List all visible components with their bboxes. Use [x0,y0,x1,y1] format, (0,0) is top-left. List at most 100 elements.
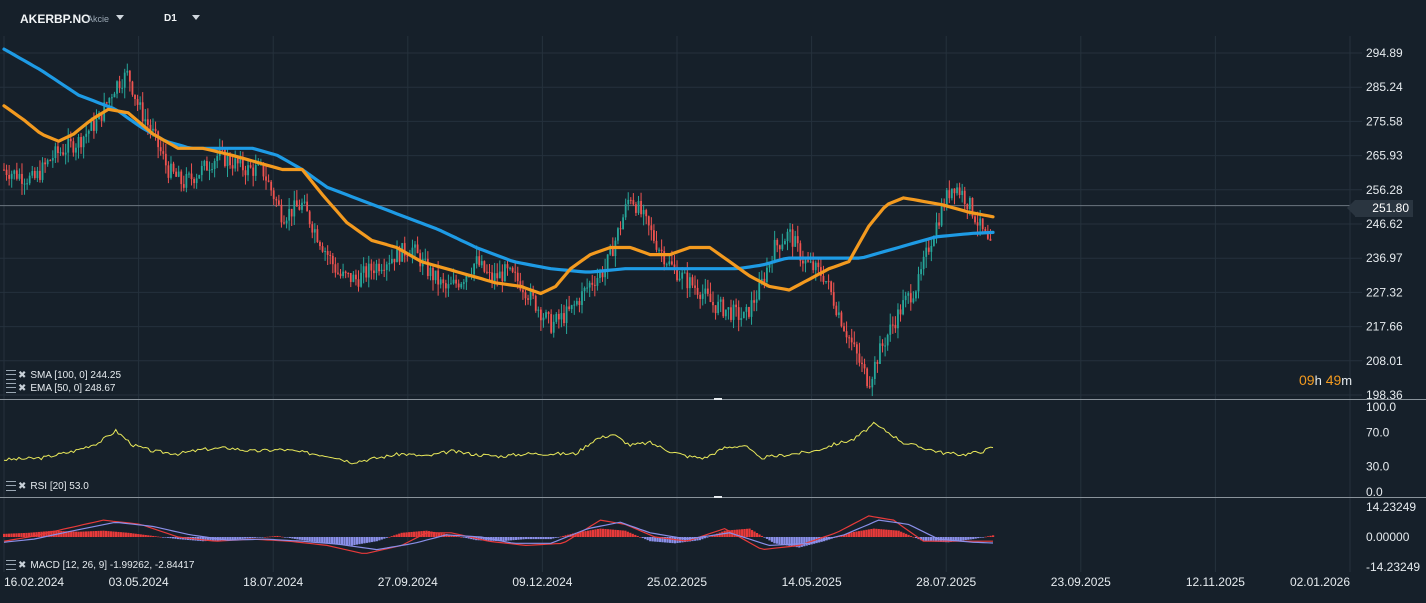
candle-body [154,128,157,132]
macd-histogram-bar [696,537,699,541]
candle-body [242,157,244,171]
candle-body [897,309,899,329]
macd-histogram-bar [97,530,100,537]
settings-icon[interactable] [6,383,16,394]
macd-histogram-bar [114,531,118,537]
macd-histogram[interactable] [3,528,995,548]
symbol-dropdown-chevron-down-icon[interactable] [116,15,124,20]
ema-line[interactable] [2,104,995,296]
price-axis-label: 208.01 [1366,354,1403,368]
candle-body [933,238,935,246]
candle-body [568,306,571,310]
candle-body [773,239,776,263]
timeframe-dropdown-chevron-down-icon[interactable] [192,15,200,20]
candle-body [732,304,735,320]
macd-histogram-bar [591,529,595,537]
candle-body [82,136,85,148]
price-axis-label: 227.32 [1366,285,1403,299]
candle-body [596,277,599,286]
macd-histogram-bar [60,530,63,537]
symbol-name[interactable]: AKERBP.NO [20,12,91,26]
macd-histogram-bar [992,535,995,537]
candle-body [565,306,568,324]
pane-resize-handle[interactable] [714,398,722,400]
close-icon[interactable]: ✖ [18,560,27,571]
settings-icon[interactable] [6,560,16,571]
macd-histogram-bar [880,529,883,537]
macd-histogram-bar [293,537,296,539]
macd-histogram-bar [457,536,460,538]
macd-histogram-bar [626,531,629,537]
candle-body [766,267,768,283]
candle-body [953,188,956,194]
candle-body [665,264,668,266]
rsi-line[interactable] [3,421,994,465]
candle-body [393,258,396,263]
macd-histogram-bar [313,537,316,542]
candle-body [709,293,712,302]
price-axis-label: 294.89 [1366,46,1403,60]
candle-body [365,266,368,278]
macd-histogram-bar [634,534,637,537]
macd-histogram-bar [698,537,701,541]
close-icon[interactable]: ✖ [18,383,27,394]
candle-body [390,258,393,264]
date-axis-label: 18.07.2024 [243,575,303,589]
macd-histogram-bar [17,533,21,537]
candle-body [699,294,702,299]
macd-histogram-bar [388,537,391,538]
candle-body [3,169,5,171]
timeframe-selector[interactable]: D1 [164,13,177,24]
candle-body [455,279,458,284]
settings-icon[interactable] [6,370,16,381]
candle-body [349,273,352,282]
price-axis-label: 275.58 [1366,114,1403,128]
macd-histogram-bar [5,533,8,537]
candle-body [432,267,434,281]
macd-histogram-bar [969,537,972,540]
macd-axis-label: -14.23249 [1366,560,1420,574]
candle-body [308,211,311,225]
candle-body [244,170,247,176]
macd-histogram-bar [701,537,704,540]
candle-body [529,289,532,300]
macd-histogram-bar [932,537,935,542]
candle-body [532,289,535,296]
candle-body [167,165,170,178]
candle-body [642,210,645,215]
macd-histogram-bar [914,537,918,539]
macd-histogram-bar [865,529,868,537]
candle-body [221,149,224,151]
macd-histogram-bar [22,532,26,537]
close-icon[interactable]: ✖ [18,481,27,492]
candles[interactable] [3,63,992,397]
macd-axis-label: 0.00000 [1366,530,1410,544]
candle-body [645,210,648,217]
candle-body [213,161,216,170]
candle-body [491,272,493,282]
macd-histogram-bar [333,537,336,544]
macd-histogram-bar [117,531,120,537]
macd-line[interactable] [3,515,993,554]
sma-line[interactable] [2,47,995,274]
close-icon[interactable]: ✖ [18,370,27,381]
macd-histogram-bar [542,537,545,540]
candle-body [904,295,907,301]
macd-histogram-bar [835,537,838,538]
macd-signal-line[interactable] [3,519,994,551]
candle-body [26,183,29,185]
macd-histogram-bar [338,537,341,545]
macd-histogram-bar [736,529,739,537]
candle-body [331,255,334,265]
candle-body [547,312,550,315]
date-axis-label: 28.07.2025 [916,575,976,589]
macd-histogram-bar [92,531,95,537]
pane-resize-handle[interactable] [714,496,722,498]
candle-body [861,362,863,365]
macd-histogram-bar [750,530,754,537]
settings-icon[interactable] [6,481,16,492]
macd-histogram-bar [42,531,45,537]
candle-body [986,232,989,239]
